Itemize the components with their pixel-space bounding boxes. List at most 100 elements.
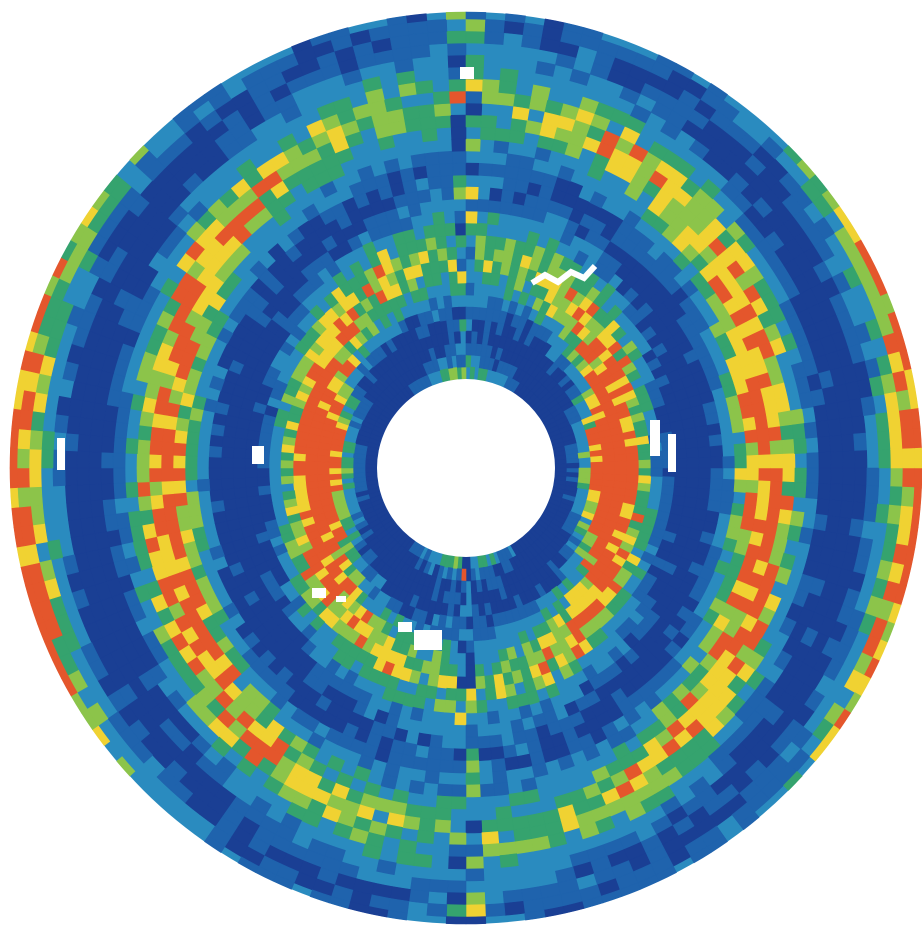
cell (10, 487, 20, 509)
mask (530, 263, 598, 286)
cell (494, 127, 511, 143)
cell (481, 819, 499, 833)
cell (745, 479, 760, 494)
cell (777, 509, 793, 526)
mask (668, 434, 676, 472)
cell (730, 502, 745, 518)
cell (890, 467, 904, 488)
cell (458, 616, 467, 630)
cell (661, 476, 676, 487)
cell (412, 756, 429, 771)
cell (402, 815, 421, 831)
cell (465, 904, 486, 918)
cell (637, 443, 651, 454)
cell (745, 442, 760, 457)
cell (304, 460, 318, 469)
cell (282, 490, 296, 501)
cell (889, 429, 903, 450)
cell (492, 770, 508, 785)
cell (156, 768, 180, 791)
mask (650, 420, 660, 456)
cell (456, 676, 467, 690)
cell (851, 501, 866, 521)
cell (173, 429, 188, 444)
cell (445, 916, 467, 925)
cell (626, 452, 640, 462)
cell (503, 900, 525, 916)
cell (842, 467, 856, 486)
cell (236, 158, 258, 179)
cell (457, 270, 467, 284)
cell (465, 186, 479, 200)
cell (234, 496, 249, 509)
cell (161, 493, 176, 509)
cell (267, 243, 286, 262)
cell (557, 754, 575, 771)
cell (204, 835, 226, 854)
cell (829, 434, 843, 453)
cell (602, 454, 616, 463)
cell (782, 453, 796, 469)
cell (779, 424, 795, 441)
cell (9, 467, 18, 489)
mask (414, 630, 442, 650)
cell (246, 494, 261, 507)
cell (830, 451, 844, 469)
cell (280, 459, 294, 469)
cell (499, 68, 519, 83)
cell (809, 740, 829, 762)
cell (518, 155, 535, 171)
cell (590, 467, 604, 475)
cell (410, 877, 431, 892)
cell (914, 467, 922, 489)
cell (912, 487, 922, 509)
cell (292, 452, 306, 462)
cell (815, 498, 830, 516)
cell (483, 674, 496, 689)
cell (16, 448, 30, 469)
cell (427, 673, 440, 688)
cell (493, 139, 510, 155)
cell (102, 420, 117, 438)
cell (733, 479, 748, 493)
cell (129, 145, 149, 166)
cell (184, 455, 198, 469)
cell (638, 459, 652, 469)
cell (758, 454, 772, 469)
cell (477, 735, 491, 750)
cell (479, 783, 495, 797)
cell (451, 616, 460, 630)
cell (448, 78, 467, 92)
cell (100, 467, 114, 485)
cell (490, 746, 505, 761)
cell (9, 447, 18, 469)
cell (208, 478, 223, 491)
cell (235, 621, 254, 640)
cell (625, 369, 642, 383)
cell (614, 453, 628, 462)
cell (29, 486, 43, 507)
cell (465, 222, 477, 236)
cell (484, 686, 497, 701)
cell (10, 427, 20, 449)
cell (137, 424, 153, 441)
cell (447, 42, 467, 56)
cell (452, 760, 467, 774)
cell (139, 509, 155, 526)
cell (842, 450, 856, 469)
cell (470, 580, 478, 594)
cell (465, 772, 481, 786)
cell (237, 856, 260, 873)
cell (452, 174, 467, 188)
cell (769, 480, 784, 496)
cell (465, 652, 475, 666)
cell (475, 699, 488, 714)
cell (746, 467, 760, 482)
cell (673, 448, 688, 460)
cell (428, 297, 439, 312)
cell (455, 688, 467, 702)
cell (829, 483, 843, 502)
cell (710, 467, 724, 480)
cell (492, 673, 505, 688)
cell (433, 698, 447, 713)
